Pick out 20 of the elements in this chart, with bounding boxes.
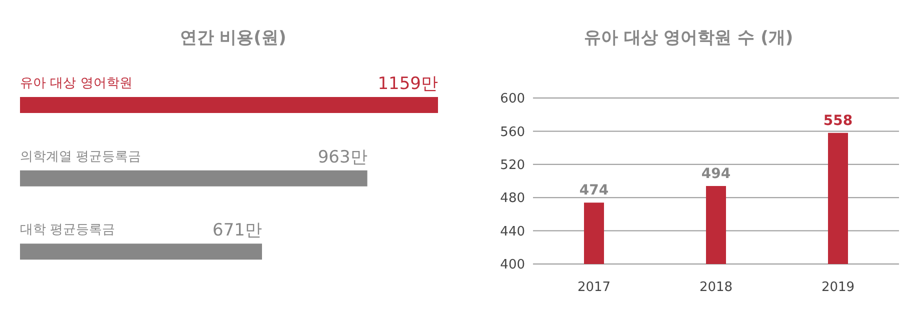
y-tick-label: 440 (500, 224, 525, 240)
data-label: 494 (701, 166, 731, 182)
chart-title: 연간 비용(원) (178, 27, 288, 49)
chart-title: 유아 대상 영어학원 수 (개) (582, 27, 794, 49)
y-tick-label: 의학계열 평균등록금 (20, 149, 142, 164)
x-tick-label: 2017 (577, 280, 611, 296)
y-tick-label: 600 (500, 92, 525, 107)
y-tick-label: 유아 대상 영어학원 (20, 76, 132, 91)
x-tick-label: 2019 (821, 280, 855, 296)
data-label: 1159만 (378, 74, 438, 94)
y-tick-label: 400 (500, 258, 525, 273)
y-tick-label: 560 (500, 124, 525, 140)
x-tick-label: 2018 (699, 280, 733, 296)
data-label: 474 (579, 182, 609, 199)
y-tick-label: 520 (500, 158, 525, 174)
y-tick-label: 대학 평균등록금 (20, 222, 116, 238)
y-tick-label: 480 (500, 191, 525, 206)
data-label: 671만 (212, 220, 262, 241)
data-label: 963만 (318, 147, 368, 168)
data-label: 558 (823, 112, 853, 129)
